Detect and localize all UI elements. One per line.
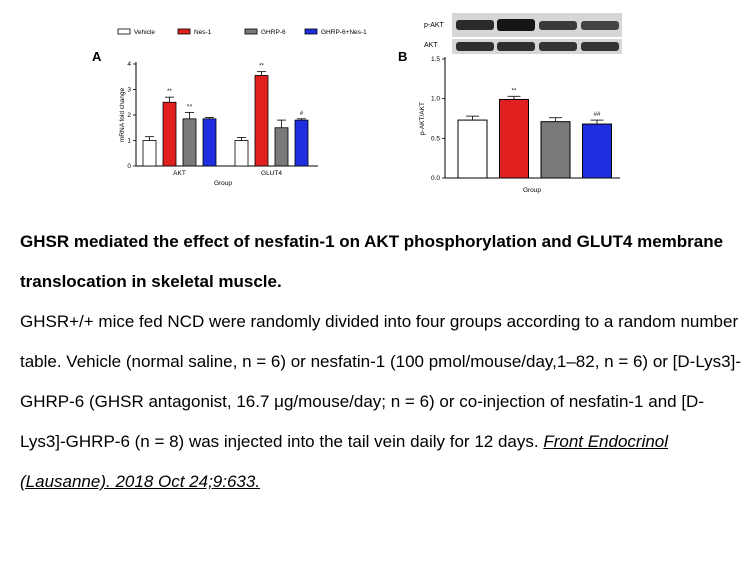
significance-marker: ** <box>512 88 517 94</box>
chart-b: 0.0 0.5 1.0 1.5 p-AKT/AKT ** ## Group <box>419 56 620 194</box>
y-tick-label: 2 <box>127 112 131 119</box>
y-tick-label: 1.0 <box>431 96 440 103</box>
legend-label: Nes-1 <box>194 29 212 36</box>
citation-link[interactable]: Front Endocrinol (Lausanne). 2018 Oct 24… <box>20 432 669 491</box>
blot-band <box>539 21 577 30</box>
legend-label: Vehicle <box>134 29 155 36</box>
bar-1 <box>499 98 529 179</box>
caption-text: GHSR+/+ mice fed NCD were randomly divid… <box>20 312 741 451</box>
blot-band <box>456 20 494 30</box>
blot-band <box>581 21 619 30</box>
significance-marker: # <box>300 111 304 117</box>
bar-3 <box>582 123 612 179</box>
significance-marker: ^^ <box>187 104 193 110</box>
panel-b-label: B <box>398 49 407 64</box>
significance-marker: ** <box>259 64 264 70</box>
legend-swatch <box>244 28 258 35</box>
y-tick-label: 4 <box>127 61 131 68</box>
bar-glut4-3 <box>294 119 309 167</box>
western-blot: p-AKT AKT <box>424 13 622 54</box>
bar-akt-3 <box>202 118 217 167</box>
legend-swatch <box>304 28 318 35</box>
y-tick-label: 1 <box>127 138 131 145</box>
x-axis-label: Group <box>523 187 541 194</box>
x-tick-label: AKT <box>173 170 186 177</box>
legend-swatch <box>177 28 191 35</box>
x-tick-label: GLUT4 <box>261 170 282 177</box>
caption-body: GHSR+/+ mice fed NCD were randomly divid… <box>20 302 748 502</box>
blot-band <box>497 19 535 31</box>
bar-akt-0 <box>142 140 157 167</box>
significance-marker: ** <box>167 89 172 95</box>
significance-marker: ## <box>594 112 601 118</box>
blot-band <box>497 42 535 51</box>
bar-glut4-2 <box>274 127 289 167</box>
y-tick-label: 1.5 <box>431 56 440 63</box>
y-tick-label: 0 <box>127 163 131 170</box>
figure: Vehicle Nes-1 GHRP-6 GHRP-6+Nes-1 A 0 1 2 3 4 mR… <box>92 13 622 194</box>
legend-label: GHRP-6 <box>261 29 286 36</box>
y-tick-label: 0.0 <box>431 175 440 182</box>
blot-band <box>581 42 619 51</box>
y-tick-label: 3 <box>127 87 131 94</box>
blot-band <box>456 42 494 51</box>
chart-a: 0 1 2 3 4 mRNA fold change ** ^^ AKT ** # GLUT4 Grou… <box>119 61 318 187</box>
bar-2 <box>540 121 571 179</box>
blot-band <box>539 42 577 51</box>
bar-akt-2 <box>182 118 197 167</box>
legend-swatch <box>117 28 131 35</box>
blot-label-pakt: p-AKT <box>424 22 445 29</box>
legend: Vehicle Nes-1 GHRP-6 GHRP-6+Nes-1 <box>117 28 367 36</box>
caption: GHSR mediated the effect of nesfatin-1 o… <box>20 222 748 502</box>
legend-label: GHRP-6+Nes-1 <box>321 29 367 36</box>
panel-a-label: A <box>92 49 102 64</box>
y-axis-label: p-AKT/AKT <box>419 102 426 135</box>
caption-title: GHSR mediated the effect of nesfatin-1 o… <box>20 232 724 291</box>
x-axis-label: Group <box>214 180 232 187</box>
bar-glut4-1 <box>254 75 269 167</box>
y-axis-label: mRNA fold change <box>119 88 126 143</box>
y-tick-label: 0.5 <box>431 135 440 142</box>
bar-glut4-0 <box>234 140 249 167</box>
bar-akt-1 <box>162 101 177 167</box>
bar-0 <box>457 119 488 179</box>
blot-label-akt: AKT <box>424 42 438 49</box>
